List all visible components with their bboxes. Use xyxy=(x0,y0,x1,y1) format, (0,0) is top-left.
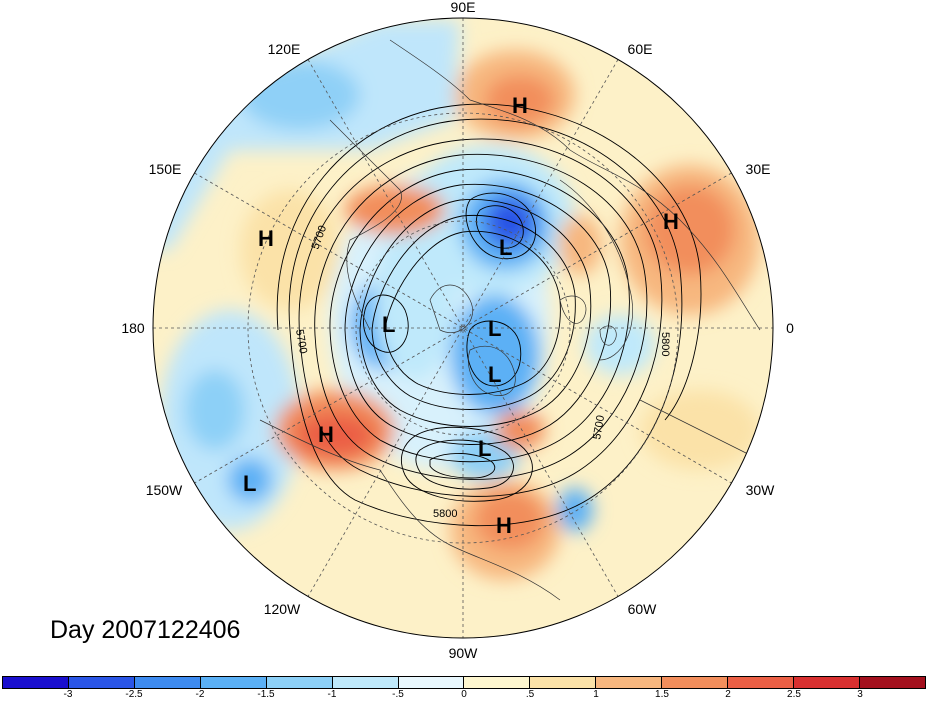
colorbar-swatch xyxy=(68,677,135,688)
colorbar-swatch xyxy=(3,677,69,688)
lon-label-150e: 150E xyxy=(149,161,182,177)
colorbar-swatch xyxy=(662,677,729,688)
lon-label-60w: 60W xyxy=(628,601,658,617)
colorbar-swatch xyxy=(332,677,399,688)
lon-label-120w: 120W xyxy=(264,601,301,617)
colorbar-tick-label: 0 xyxy=(461,689,467,700)
colorbar-swatch xyxy=(596,677,663,688)
colorbar-tick-label: 2 xyxy=(725,689,731,700)
high-center-marker: H xyxy=(258,226,274,251)
longitude-labels: 90E 60E 30E 0 30W 60W 90W 120W 150W 180 … xyxy=(121,0,794,661)
high-center-marker: H xyxy=(318,422,334,447)
lon-label-120e: 120E xyxy=(268,41,301,57)
contour-labels: 5700 5700 5700 5800 5800 xyxy=(293,224,671,520)
colorbar-tick-label: .5 xyxy=(525,689,535,700)
high-center-marker: H xyxy=(663,209,679,234)
colorbar-swatch xyxy=(794,677,860,688)
low-center-marker: L xyxy=(488,362,501,387)
colorbar-tick-label: 1.5 xyxy=(655,689,669,700)
height-contours xyxy=(276,103,702,527)
colorbar-swatch xyxy=(398,677,465,688)
lon-label-60e: 60E xyxy=(628,41,653,57)
colorbar-tick-label: 3 xyxy=(857,689,863,700)
lon-label-90e: 90E xyxy=(451,0,476,15)
lon-label-30e: 30E xyxy=(746,161,771,177)
colorbar-swatch xyxy=(134,677,201,688)
colorbar-tick-labels: -3 -2.5 -2 -1.5 -1 -.5 0 .5 1 1.5 2 2.5 3 xyxy=(2,689,926,702)
colorbar xyxy=(2,676,926,689)
contour-label: 5800 xyxy=(433,508,457,520)
pressure-centers: H H H H H L L L L L L xyxy=(243,93,679,538)
colorbar-swatch xyxy=(200,677,267,688)
colorbar-tick-label: -3 xyxy=(63,689,73,700)
lon-label-30w: 30W xyxy=(746,482,776,498)
low-center-marker: L xyxy=(488,316,501,341)
lon-label-180: 180 xyxy=(121,320,145,336)
colorbar-tick-label: 1 xyxy=(593,689,599,700)
contour-label: 5800 xyxy=(659,332,671,356)
lon-label-150w: 150W xyxy=(146,482,183,498)
low-center-marker: L xyxy=(382,312,395,337)
contour-label: 5700 xyxy=(293,328,309,354)
colorbar-tick-label: -.5 xyxy=(392,689,404,700)
graticule xyxy=(153,18,773,638)
anomaly-field xyxy=(153,18,773,638)
contour-label: 5700 xyxy=(591,414,607,440)
colorbar-tick-label: -2.5 xyxy=(125,689,143,700)
colorbar-tick-label: 2.5 xyxy=(787,689,801,700)
high-center-marker: H xyxy=(496,513,512,538)
lon-label-0: 0 xyxy=(786,320,794,336)
high-center-marker: H xyxy=(512,93,528,118)
colorbar-swatch xyxy=(464,677,531,688)
colorbar-tick-label: -1.5 xyxy=(257,689,275,700)
low-center-marker: L xyxy=(499,235,512,260)
colorbar-swatch xyxy=(266,677,333,688)
colorbar-swatch xyxy=(728,677,795,688)
colorbar-swatch xyxy=(530,677,597,688)
colorbar-tick-label: -1 xyxy=(327,689,337,700)
map-boundary xyxy=(152,17,774,639)
low-center-marker: L xyxy=(243,471,256,496)
lon-label-90w: 90W xyxy=(449,645,479,661)
low-center-marker: L xyxy=(478,436,491,461)
colorbar-tick-label: -2 xyxy=(195,689,205,700)
colorbar-swatch xyxy=(859,677,925,688)
map-title: Day 2007122406 xyxy=(50,616,241,644)
